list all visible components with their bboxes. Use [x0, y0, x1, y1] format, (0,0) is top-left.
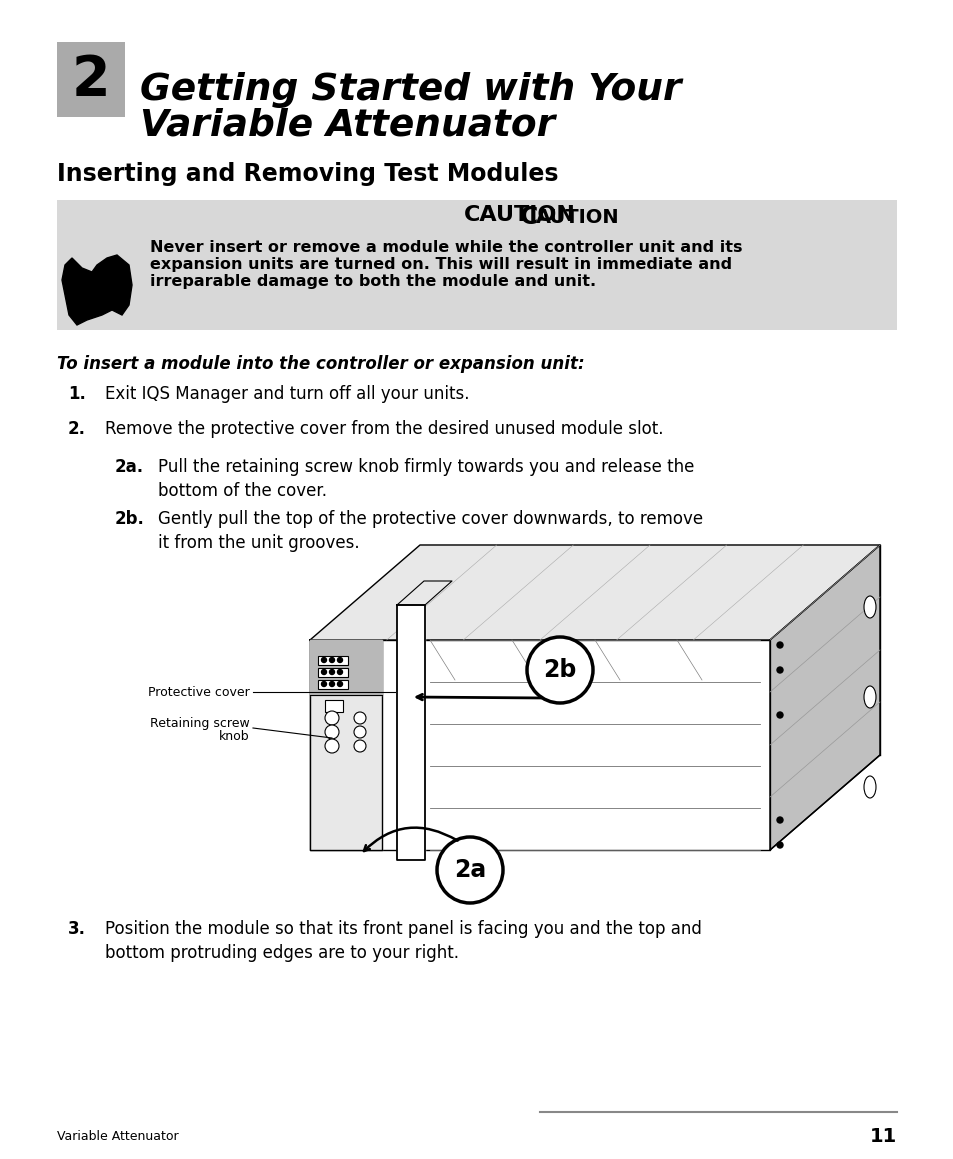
Text: Variable Attenuator: Variable Attenuator	[140, 108, 555, 144]
Text: Exit IQS Manager and turn off all your units.: Exit IQS Manager and turn off all your u…	[105, 385, 469, 403]
Circle shape	[776, 642, 782, 648]
Circle shape	[337, 670, 342, 675]
Text: 2b: 2b	[543, 658, 576, 681]
Text: 2: 2	[71, 52, 111, 107]
Text: expansion units are turned on. This will result in immediate and: expansion units are turned on. This will…	[150, 257, 731, 272]
Bar	[317, 680, 348, 688]
Circle shape	[325, 726, 338, 739]
Text: 2b.: 2b.	[115, 510, 145, 529]
Circle shape	[337, 681, 342, 686]
Circle shape	[526, 637, 593, 704]
Circle shape	[321, 681, 326, 686]
Polygon shape	[396, 605, 424, 860]
Text: 2.: 2.	[68, 420, 86, 438]
Circle shape	[354, 726, 366, 738]
Text: Position the module so that its front panel is facing you and the top and
bottom: Position the module so that its front pa…	[105, 920, 701, 962]
Circle shape	[325, 739, 338, 753]
Polygon shape	[310, 640, 381, 695]
Text: Getting Started with Your: Getting Started with Your	[140, 72, 680, 108]
Ellipse shape	[863, 596, 875, 618]
Bar	[325, 700, 343, 712]
Bar	[317, 668, 348, 677]
Circle shape	[321, 670, 326, 675]
Text: 2a.: 2a.	[115, 458, 144, 476]
Text: knob: knob	[219, 729, 250, 743]
Text: 1.: 1.	[68, 385, 86, 403]
Text: 11: 11	[869, 1127, 896, 1146]
Circle shape	[354, 712, 366, 724]
Polygon shape	[62, 255, 132, 325]
Polygon shape	[310, 640, 381, 850]
Text: Protective cover: Protective cover	[148, 685, 250, 699]
Circle shape	[776, 666, 782, 673]
Text: Variable Attenuator: Variable Attenuator	[57, 1130, 178, 1143]
Bar	[57, 201, 896, 330]
Text: C: C	[519, 205, 537, 229]
Text: Remove the protective cover from the desired unused module slot.: Remove the protective cover from the des…	[105, 420, 662, 438]
Circle shape	[329, 681, 335, 686]
Circle shape	[329, 657, 335, 663]
Text: Inserting and Removing Test Modules: Inserting and Removing Test Modules	[57, 162, 558, 185]
Text: 3.: 3.	[68, 920, 86, 938]
Ellipse shape	[863, 777, 875, 799]
Polygon shape	[310, 640, 769, 850]
Polygon shape	[769, 545, 879, 850]
Text: CAUTION: CAUTION	[463, 205, 575, 225]
Bar	[57, 42, 125, 117]
Polygon shape	[310, 545, 879, 640]
Text: 2a: 2a	[454, 858, 486, 882]
Circle shape	[337, 657, 342, 663]
Circle shape	[776, 712, 782, 717]
Text: Gently pull the top of the protective cover downwards, to remove
it from the uni: Gently pull the top of the protective co…	[158, 510, 702, 552]
Bar	[317, 656, 348, 665]
Text: Never insert or remove a module while the controller unit and its: Never insert or remove a module while th…	[150, 240, 741, 255]
Text: irreparable damage to both the module and unit.: irreparable damage to both the module an…	[150, 274, 596, 289]
Text: Pull the retaining screw knob firmly towards you and release the
bottom of the c: Pull the retaining screw knob firmly tow…	[158, 458, 694, 500]
Circle shape	[321, 657, 326, 663]
Ellipse shape	[863, 686, 875, 708]
Circle shape	[325, 710, 338, 726]
Circle shape	[436, 837, 502, 903]
Text: AUTION: AUTION	[535, 207, 618, 227]
Polygon shape	[396, 581, 452, 605]
Circle shape	[329, 670, 335, 675]
Text: Retaining screw: Retaining screw	[150, 716, 250, 729]
Circle shape	[776, 841, 782, 848]
Text: To insert a module into the controller or expansion unit:: To insert a module into the controller o…	[57, 355, 584, 373]
Circle shape	[354, 739, 366, 752]
Circle shape	[776, 817, 782, 823]
